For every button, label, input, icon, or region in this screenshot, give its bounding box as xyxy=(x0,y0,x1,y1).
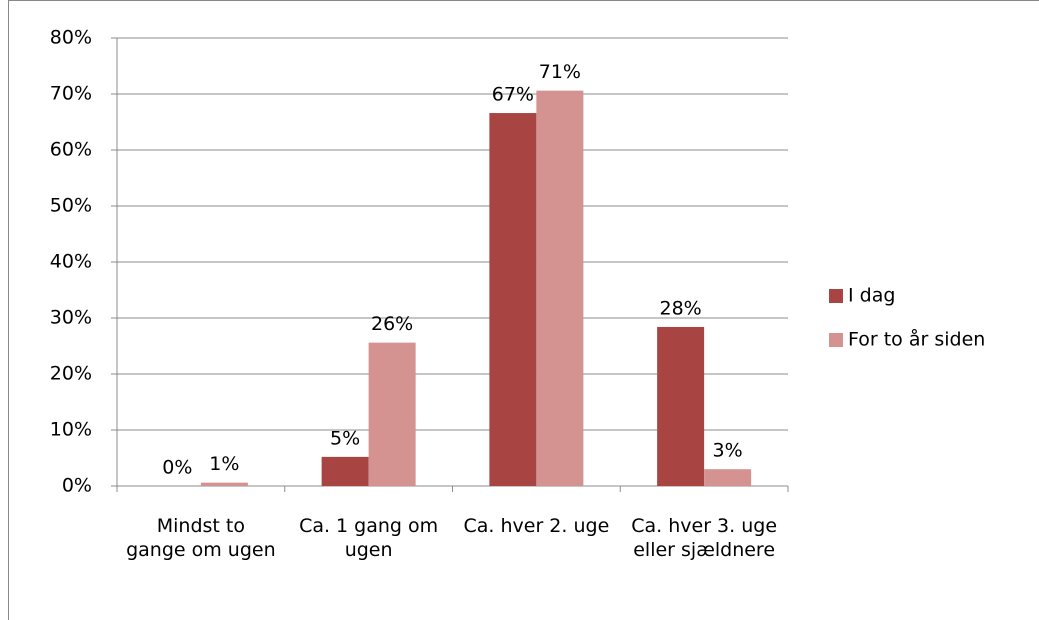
y-tick-label: 60% xyxy=(50,139,92,161)
y-tick-label: 10% xyxy=(50,419,92,441)
data-label: 26% xyxy=(371,313,413,335)
bar xyxy=(536,90,584,486)
data-label: 1% xyxy=(209,453,239,475)
y-tick-label: 20% xyxy=(50,363,92,385)
data-label: 67% xyxy=(492,84,534,106)
x-tick-label: Mindst to gange om ugen xyxy=(126,515,276,561)
legend-label: I dag xyxy=(848,285,895,307)
bar xyxy=(321,456,369,486)
legend-swatch xyxy=(829,333,843,347)
bar xyxy=(489,113,537,486)
y-tick-label: 0% xyxy=(62,475,92,497)
x-tick-label: Ca. hver 2. uge xyxy=(463,515,610,537)
bar xyxy=(704,469,752,486)
chart-border xyxy=(8,0,1039,620)
data-label: 71% xyxy=(539,61,581,83)
data-label: 0% xyxy=(162,457,192,479)
x-tick-label: Ca. 1 gang om ugen xyxy=(299,515,439,561)
x-tick-label: Ca. hver 3. uge eller sjældnere xyxy=(631,515,778,561)
data-label: 28% xyxy=(660,297,702,319)
y-tick-label: 80% xyxy=(50,27,92,49)
data-label: 5% xyxy=(330,427,360,449)
y-tick-label: 50% xyxy=(50,195,92,217)
y-tick-label: 70% xyxy=(50,83,92,105)
bar xyxy=(368,342,416,486)
bar xyxy=(657,326,705,486)
y-tick-label: 30% xyxy=(50,307,92,329)
legend-label: For to år siden xyxy=(848,328,985,351)
y-tick-label: 40% xyxy=(50,251,92,273)
bar xyxy=(200,482,248,486)
data-label: 3% xyxy=(713,440,743,462)
legend-swatch xyxy=(829,289,843,303)
